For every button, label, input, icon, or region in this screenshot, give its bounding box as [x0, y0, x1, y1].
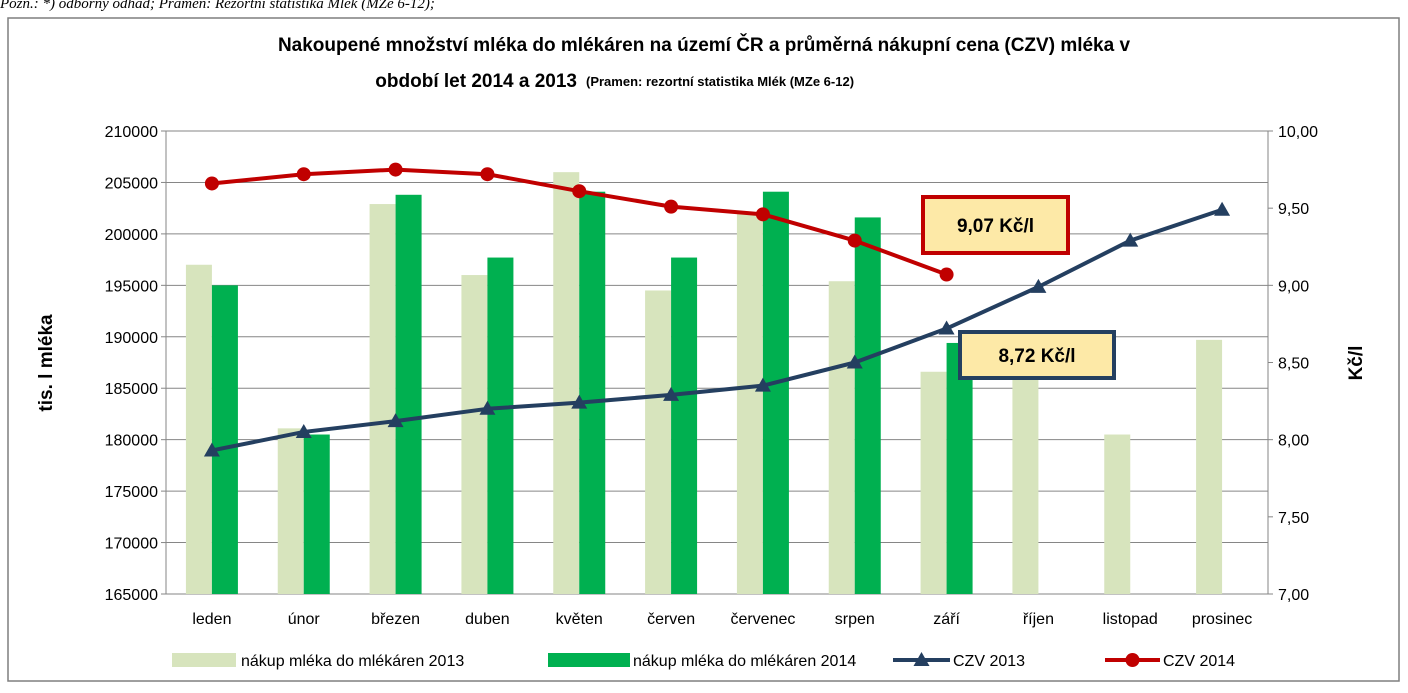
bar: [1104, 434, 1131, 594]
bar: [553, 172, 580, 594]
bar: [946, 342, 973, 594]
y-tick-label: 200000: [105, 227, 158, 244]
bar: [303, 434, 330, 594]
bar: [762, 191, 789, 594]
chart-title: Nakoupené množství mléka do mlékáren na …: [278, 34, 1131, 56]
y2-tick-label: 9,50: [1278, 201, 1309, 218]
marker: [846, 354, 863, 369]
y2-tick-label: 9,00: [1278, 278, 1309, 295]
marker: [203, 442, 220, 457]
bar: [395, 194, 422, 594]
y2-tick-label: 7,50: [1278, 510, 1309, 527]
marker: [204, 176, 219, 191]
legend-marker: [913, 652, 930, 666]
bar: [369, 204, 396, 594]
marker: [938, 320, 955, 335]
marker: [296, 167, 311, 182]
y-tick-label: 195000: [105, 278, 158, 295]
bar: [828, 281, 855, 594]
x-tick-label: září: [933, 611, 960, 628]
annotation: 9,07 Kč/l: [957, 216, 1034, 237]
legend-swatch: [548, 653, 630, 667]
x-tick-label: listopad: [1103, 611, 1158, 628]
bar: [579, 191, 606, 594]
bar: [487, 257, 514, 594]
bar: [277, 428, 304, 594]
y2-tick-label: 8,00: [1278, 433, 1309, 450]
y-tick-label: 185000: [105, 381, 158, 398]
y-tick-label: 190000: [105, 330, 158, 347]
legend-label: nákup mléka do mlékáren 2013: [241, 653, 464, 670]
legend-label: CZV 2013: [953, 653, 1025, 670]
x-tick-label: prosinec: [1192, 611, 1252, 628]
x-tick-label: červenec: [730, 611, 795, 628]
x-tick-label: květen: [556, 611, 603, 628]
chart-frame: [7, 17, 1400, 682]
marker: [572, 184, 587, 199]
marker: [755, 207, 770, 222]
annotation-box: [921, 195, 1070, 255]
marker: [387, 413, 404, 428]
y2-axis-title: Kč/l: [1346, 346, 1367, 381]
marker: [664, 199, 679, 214]
legend-marker: [1125, 653, 1140, 667]
x-tick-label: duben: [465, 611, 510, 628]
legend-label: CZV 2014: [1163, 653, 1235, 670]
chart-subtitle: (Pramen: rezortní statistika Mlék (MZe 6…: [586, 74, 854, 89]
x-tick-label: srpen: [835, 611, 875, 628]
marker: [1030, 278, 1047, 293]
note: Pozn.: *) odborný odhad; Pramen: Rezortn…: [0, 0, 435, 12]
y2-tick-label: 10,00: [1278, 124, 1318, 141]
bar: [854, 217, 881, 594]
bar: [1196, 339, 1223, 594]
x-tick-label: červen: [647, 611, 695, 628]
marker: [479, 400, 496, 415]
x-tick-label: říjen: [1023, 611, 1054, 628]
bar: [185, 264, 212, 594]
annotation-box: [958, 330, 1116, 380]
bar: [671, 257, 698, 594]
x-tick-label: leden: [192, 611, 231, 628]
bar: [645, 290, 672, 594]
x-tick-label: únor: [288, 611, 321, 628]
y2-tick-label: 7,00: [1278, 587, 1309, 604]
marker: [295, 423, 312, 438]
chart-title: období let 2014 a 2013: [375, 71, 577, 92]
legend-label: nákup mléka do mlékáren 2014: [633, 653, 856, 670]
marker: [388, 162, 403, 177]
legend-swatch: [172, 653, 236, 667]
marker: [1214, 201, 1231, 216]
marker: [571, 394, 588, 409]
bar: [920, 371, 947, 594]
marker: [847, 233, 862, 248]
x-tick-label: březen: [371, 611, 420, 628]
line: [211, 207, 1223, 453]
marker: [1122, 232, 1139, 247]
bar: [461, 275, 488, 594]
y-tick-label: 210000: [105, 124, 158, 141]
bar: [211, 285, 238, 594]
bar: [736, 213, 763, 595]
annotation: 8,72 Kč/l: [998, 346, 1075, 367]
y-tick-label: 180000: [105, 433, 158, 450]
y-tick-label: 165000: [105, 587, 158, 604]
marker: [480, 167, 495, 182]
marker: [754, 377, 771, 392]
y-axis-title: tis. l mléka: [36, 314, 57, 412]
y-tick-label: 170000: [105, 536, 158, 553]
bar: [1012, 372, 1039, 594]
marker: [663, 386, 680, 401]
y-tick-label: 175000: [105, 484, 158, 501]
y2-tick-label: 8,50: [1278, 356, 1309, 373]
y-tick-label: 205000: [105, 175, 158, 192]
marker: [939, 267, 954, 282]
